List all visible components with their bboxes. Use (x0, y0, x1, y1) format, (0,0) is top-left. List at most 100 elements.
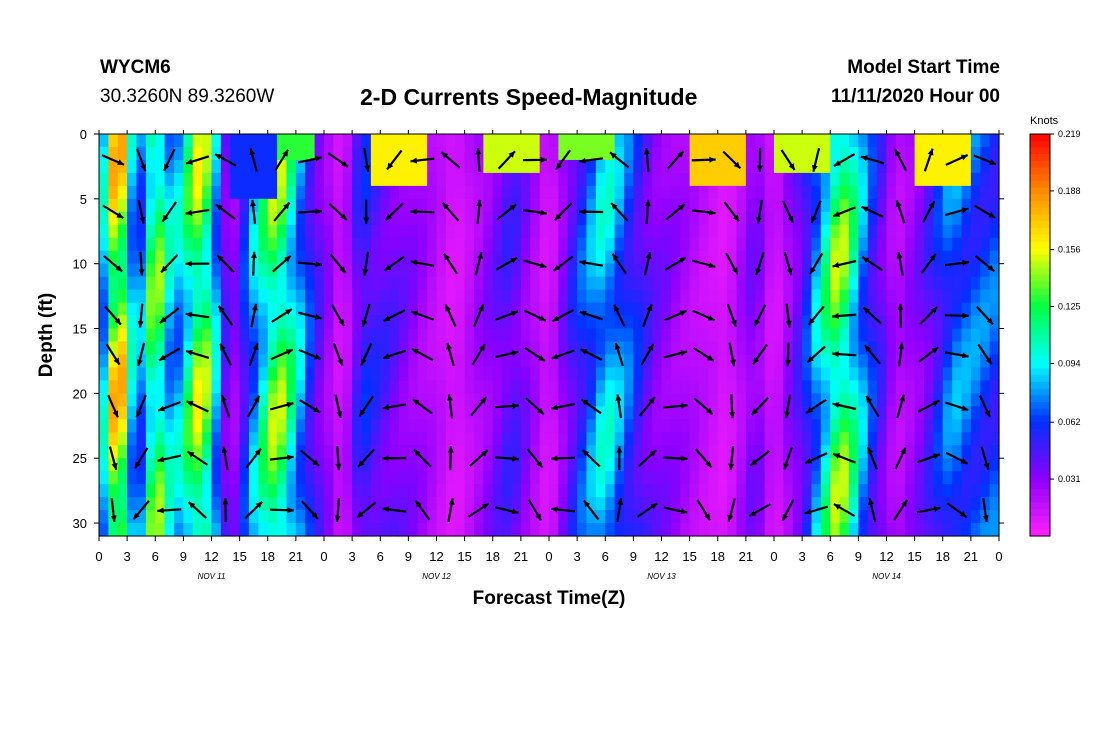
model-start-value: 11/11/2020 Hour 00 (830, 86, 1000, 107)
heatmap-cell (164, 276, 175, 291)
heatmap-cell (136, 393, 147, 407)
heatmap-cell (905, 341, 916, 356)
heatmap-cell (680, 289, 691, 304)
heatmap-cell (445, 159, 456, 174)
heatmap-cell (389, 341, 400, 356)
heatmap-cell (286, 276, 297, 291)
heatmap-cell (361, 432, 372, 446)
heatmap-cell (324, 510, 334, 524)
heatmap-cell (802, 419, 813, 433)
heatmap-cell (108, 367, 119, 381)
colorbar-segment (1030, 335, 1050, 343)
heatmap-cell (380, 419, 391, 433)
heatmap-cell (492, 146, 503, 161)
heatmap-cell (699, 263, 709, 278)
heatmap-cell (361, 484, 372, 498)
heatmap-cell (361, 224, 372, 239)
heatmap-cell (661, 406, 672, 420)
heatmap-cell (324, 224, 334, 239)
current-arrow (470, 396, 488, 417)
heatmap-cell (502, 510, 513, 524)
heatmap-cell (764, 224, 775, 239)
current-arrow (944, 351, 969, 359)
heatmap-cell (267, 497, 278, 511)
heatmap-cell (202, 211, 213, 226)
arrow-head (784, 411, 791, 419)
heatmap-cell (155, 510, 166, 524)
heatmap-cell (839, 367, 850, 381)
current-arrow (893, 499, 909, 521)
current-arrow (382, 455, 407, 462)
heatmap-cell (980, 497, 991, 511)
heatmap-cell (614, 354, 625, 369)
heatmap-cell (530, 134, 541, 148)
heatmap-cell (867, 237, 878, 252)
heatmap-cell (970, 146, 981, 161)
current-arrow (360, 343, 373, 366)
heatmap-cell (980, 419, 991, 433)
arrow-head (383, 315, 391, 321)
heatmap-cell (830, 237, 841, 252)
heatmap-cell (933, 263, 944, 278)
heatmap-cell (820, 146, 831, 161)
heatmap-cell (933, 159, 944, 174)
heatmap-cell (202, 263, 213, 278)
arrow-head (986, 317, 994, 325)
heatmap-cell (736, 458, 747, 472)
heatmap-cell (914, 302, 925, 317)
heatmap-cell (586, 289, 597, 304)
heatmap-cell (783, 289, 794, 304)
heatmap-cell (989, 328, 1000, 343)
heatmap-cell (445, 198, 456, 213)
heatmap-cell (370, 458, 381, 472)
heatmap-cell (905, 224, 916, 239)
heatmap-cell (858, 419, 869, 433)
heatmap-cell (886, 224, 897, 239)
arrow-head (341, 160, 348, 167)
heatmap-cell (155, 458, 166, 472)
heatmap-cell (830, 172, 841, 187)
heatmap-cell (258, 497, 269, 511)
heatmap-cell (352, 341, 363, 356)
heatmap-cell (492, 458, 503, 472)
heatmap-cell (117, 315, 128, 330)
heatmap-cell (342, 497, 353, 511)
heatmap-cell (567, 289, 578, 304)
heatmap-cell (792, 237, 803, 252)
heatmap-cell (305, 250, 316, 265)
arrow-head (314, 314, 322, 320)
current-arrow (410, 157, 435, 164)
heatmap-cell (539, 471, 550, 485)
heatmap-cell (342, 419, 353, 433)
heatmap-cell (624, 341, 634, 356)
heatmap-cell (445, 289, 456, 304)
arrow-head (933, 453, 941, 460)
arrow-head (314, 353, 322, 360)
heatmap-cell (136, 406, 147, 420)
heatmap-cell (492, 198, 503, 213)
heatmap-cell (895, 134, 906, 148)
heatmap-cell (670, 419, 681, 433)
arrow-head (649, 449, 657, 457)
heatmap-cell (802, 263, 813, 278)
heatmap-cell (980, 198, 991, 213)
arrow-head (614, 342, 621, 350)
heatmap-cell (258, 315, 269, 330)
current-arrow (781, 498, 795, 522)
heatmap-cell (867, 289, 878, 304)
heatmap-cell (183, 367, 194, 381)
heatmap-cell (689, 458, 700, 472)
heatmap-cell (258, 224, 269, 239)
heatmap-cell (511, 406, 522, 420)
heatmap-cell (389, 393, 400, 407)
heatmap-cell (952, 263, 963, 278)
arrow-head (411, 348, 419, 355)
heatmap-cell (99, 432, 109, 446)
heatmap-cell (549, 224, 559, 239)
heatmap-cell (877, 445, 888, 459)
heatmap-cell (211, 393, 222, 407)
current-arrow (220, 394, 231, 419)
heatmap-cell (183, 471, 194, 485)
heatmap-cell (783, 380, 794, 394)
heatmap-cell (192, 263, 203, 278)
